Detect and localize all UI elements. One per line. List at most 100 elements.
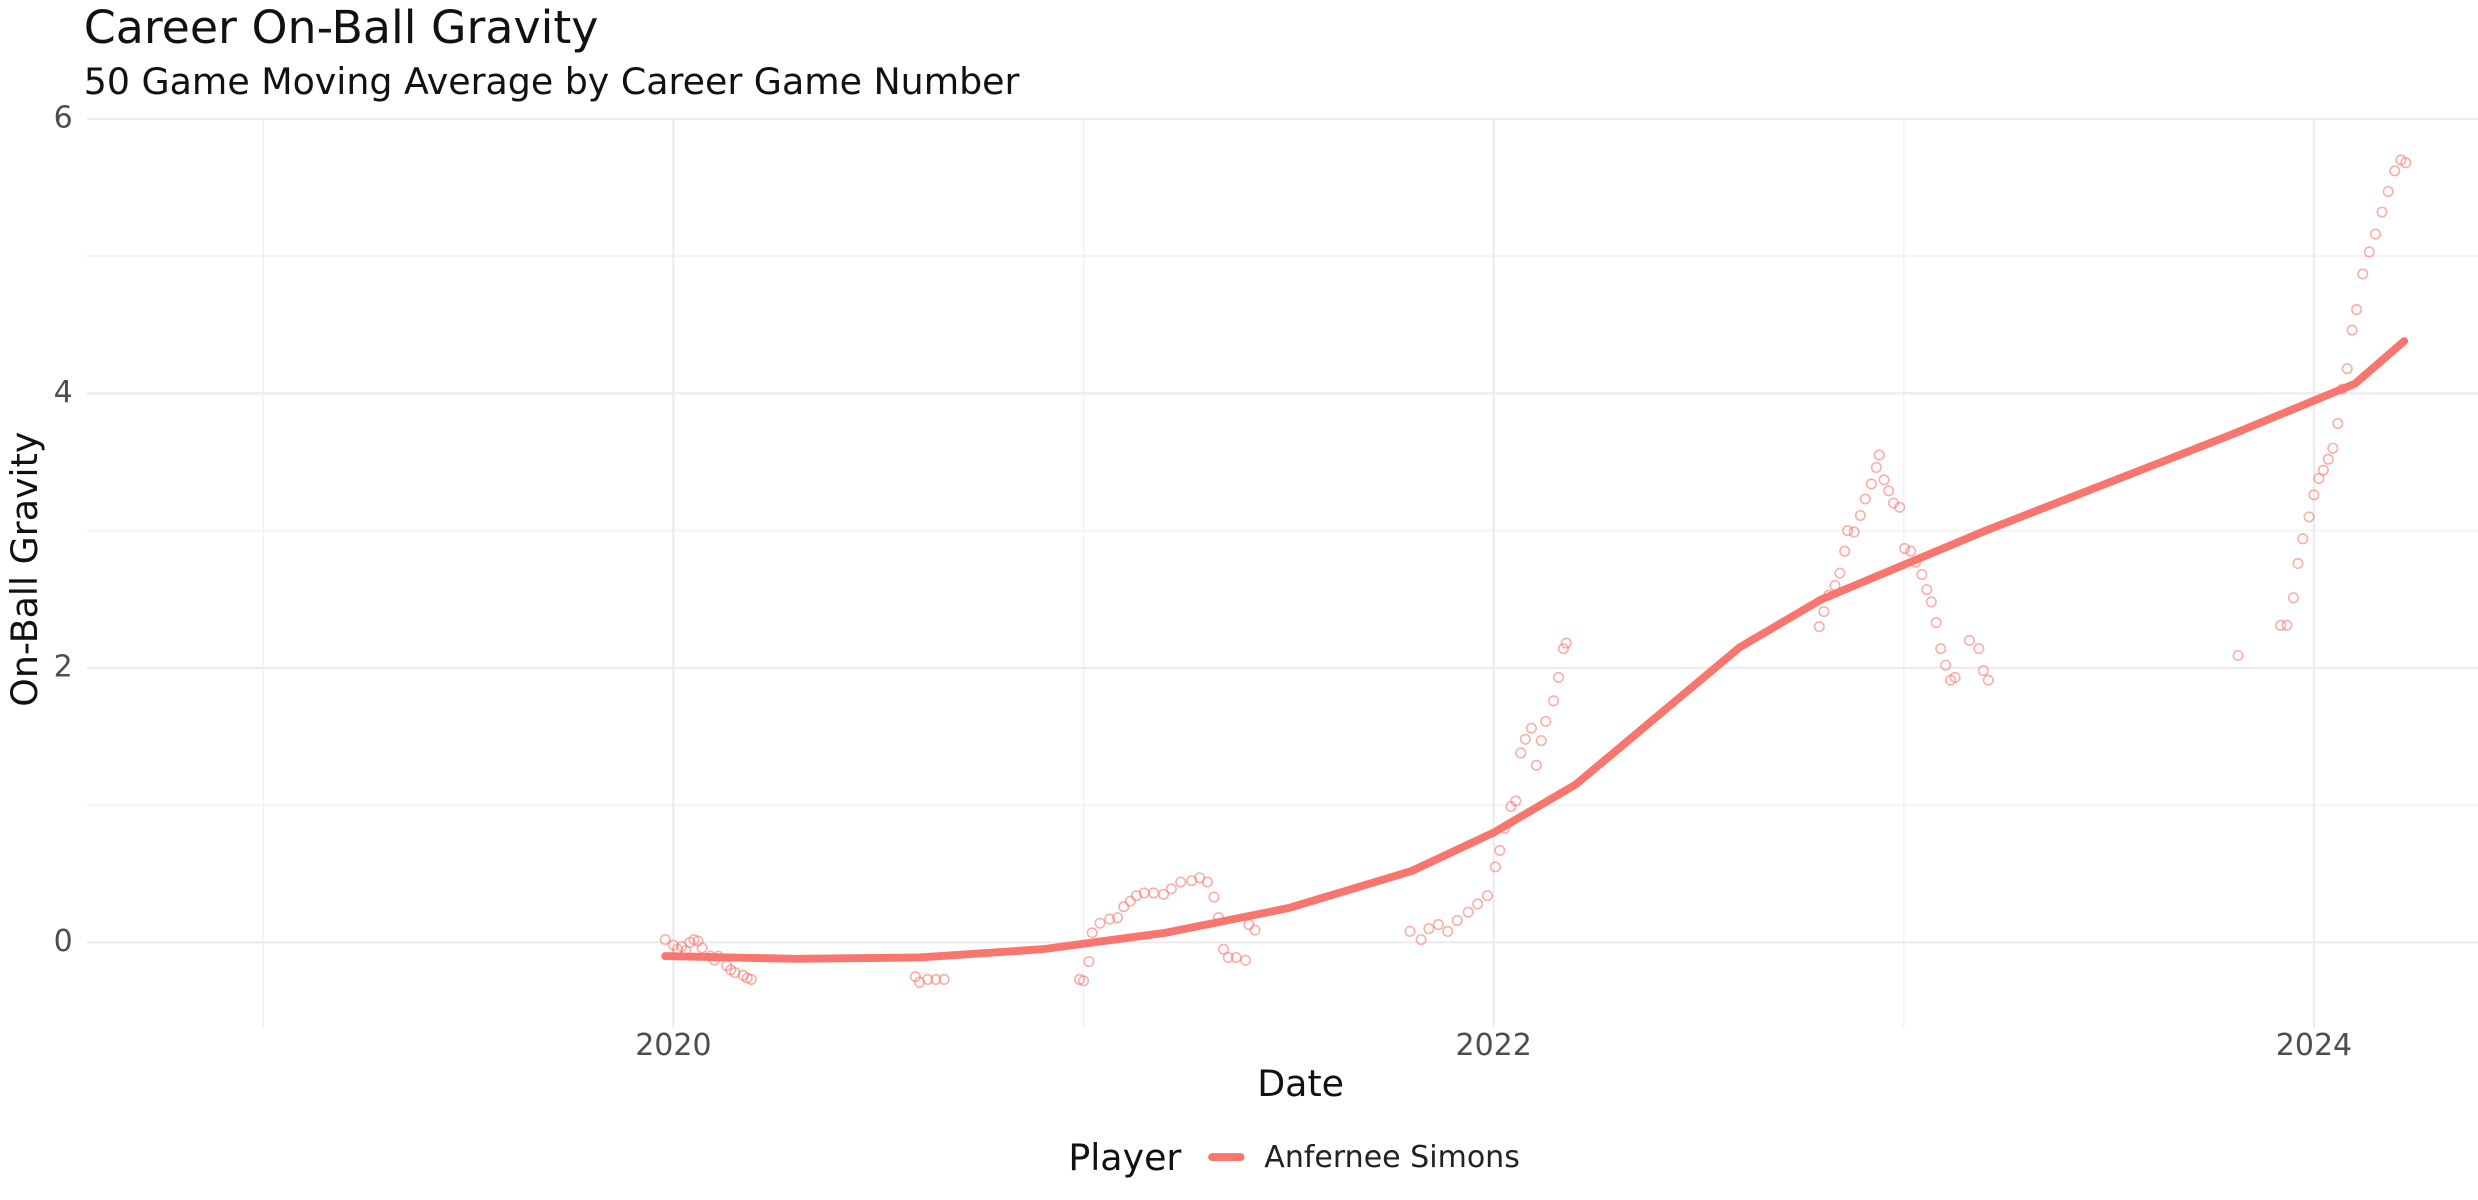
legend-title: Player <box>1068 1136 1181 1179</box>
data-point <box>1949 671 1961 683</box>
y-axis-title: On-Ball Gravity <box>3 432 46 707</box>
data-point <box>1940 659 1952 671</box>
data-point <box>1921 584 1933 596</box>
data-point <box>2232 649 2244 662</box>
x-axis-title: Date <box>1257 1062 1344 1105</box>
chart-title: Career On-Ball Gravity <box>84 0 599 54</box>
data-point <box>1148 887 1160 899</box>
data-point <box>1489 861 1501 873</box>
data-point <box>2341 363 2353 375</box>
data-point <box>1423 923 1435 935</box>
data-point <box>1813 621 1825 633</box>
x-tick-label: 2022 <box>1455 1028 1531 1063</box>
data-point <box>2351 304 2363 316</box>
data-point <box>1865 478 1877 490</box>
x-tick-label: 2020 <box>635 1028 711 1063</box>
data-point <box>1130 890 1142 902</box>
data-point <box>1415 934 1427 946</box>
data-point <box>1977 665 1989 677</box>
data-point <box>2376 206 2388 218</box>
data-point <box>2303 511 2315 523</box>
data-point <box>1462 906 1474 918</box>
data-point <box>696 942 708 954</box>
data-point <box>2308 489 2320 501</box>
data-point <box>2382 186 2394 198</box>
data-point <box>1404 925 1416 937</box>
data-point <box>1963 634 1975 646</box>
data-point <box>1548 695 1560 707</box>
data-point <box>1124 895 1136 907</box>
data-point <box>1494 844 1506 856</box>
data-point <box>1982 674 1994 686</box>
data-point <box>1442 925 1454 937</box>
data-point <box>1472 898 1484 910</box>
data-point <box>2400 157 2412 169</box>
grid: 0 2 4 6 2020 2022 2024 <box>54 100 2478 1063</box>
data-point <box>1854 509 1866 522</box>
data-point <box>2292 557 2304 570</box>
data-point <box>2275 619 2287 631</box>
data-point <box>1094 917 1106 929</box>
data-point <box>1557 643 1569 655</box>
data-point <box>1859 493 1871 505</box>
data-point <box>1217 943 1229 955</box>
data-point <box>1112 912 1124 924</box>
data-point <box>1935 643 1947 655</box>
data-point <box>1208 891 1220 903</box>
data-point <box>1535 735 1547 747</box>
data-point <box>1078 975 1090 987</box>
data-point <box>1201 876 1213 888</box>
data-point <box>2327 442 2339 454</box>
data-point <box>1118 901 1130 913</box>
legend-label: Anfernee Simons <box>1264 1140 1520 1175</box>
data-point <box>2363 246 2375 258</box>
trend-line <box>661 337 2409 963</box>
y-tick-label: 2 <box>54 649 73 684</box>
data-point <box>2281 619 2293 631</box>
data-point <box>1818 606 1830 618</box>
data-point <box>1916 568 1928 581</box>
data-point <box>2346 324 2358 336</box>
y-tick-label: 6 <box>54 100 73 135</box>
data-point <box>1878 474 1890 486</box>
y-tick-label: 0 <box>54 924 73 959</box>
data-point <box>1240 954 1252 966</box>
data-point <box>1157 888 1170 900</box>
data-point <box>1899 542 1911 554</box>
data-point <box>2317 464 2329 476</box>
data-point <box>1834 567 1846 579</box>
data-point <box>1186 875 1198 887</box>
data-point <box>1925 596 1937 608</box>
data-point <box>1432 919 1444 931</box>
data-point <box>1510 795 1522 807</box>
y-tick-label: 4 <box>54 375 73 410</box>
data-point <box>1086 927 1098 939</box>
x-tick-label: 2024 <box>2276 1028 2352 1063</box>
data-point <box>1249 924 1261 936</box>
data-point <box>2332 417 2344 430</box>
data-point <box>1905 545 1917 557</box>
data-point <box>922 973 934 985</box>
data-point <box>1894 501 1906 513</box>
data-point <box>2322 453 2334 465</box>
data-point <box>1165 883 1177 895</box>
data-point <box>2389 165 2401 177</box>
data-point <box>1842 525 1854 537</box>
data-point <box>2287 592 2299 604</box>
data-point <box>659 934 671 946</box>
data-point <box>1560 637 1572 649</box>
data-point <box>1243 919 1255 931</box>
data-point <box>1481 890 1494 902</box>
data-point <box>1222 951 1234 964</box>
data-point <box>1930 617 1942 629</box>
data-point <box>938 973 950 985</box>
data-point <box>1839 545 1851 557</box>
data-point <box>1515 747 1527 759</box>
data-point <box>1104 913 1116 925</box>
data-point <box>1525 722 1537 734</box>
data-point <box>1848 526 1860 538</box>
chart-subtitle: 50 Game Moving Average by Career Game Nu… <box>84 60 1020 103</box>
data-point <box>1870 461 1882 473</box>
data-point <box>1530 759 1542 771</box>
